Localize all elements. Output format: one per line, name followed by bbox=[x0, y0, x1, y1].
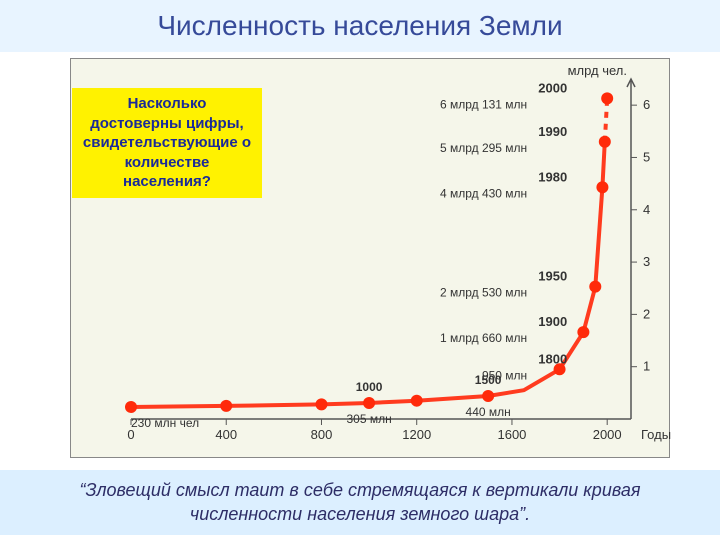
svg-text:1800: 1800 bbox=[538, 351, 567, 366]
svg-text:Годы: Годы bbox=[641, 427, 671, 442]
svg-text:1000: 1000 bbox=[356, 380, 383, 394]
svg-text:1990: 1990 bbox=[538, 124, 567, 139]
svg-text:6 млрд 131 млн: 6 млрд 131 млн bbox=[440, 97, 527, 111]
svg-text:1600: 1600 bbox=[497, 427, 526, 442]
svg-text:1: 1 bbox=[643, 359, 650, 374]
svg-text:2 млрд 530 млн: 2 млрд 530 млн bbox=[440, 286, 527, 300]
svg-text:2: 2 bbox=[643, 306, 650, 321]
svg-text:3: 3 bbox=[643, 254, 650, 269]
svg-text:4 млрд 430 млн: 4 млрд 430 млн bbox=[440, 186, 527, 200]
svg-text:6: 6 bbox=[643, 97, 650, 112]
svg-text:1200: 1200 bbox=[402, 427, 431, 442]
svg-text:5 млрд 295 млн: 5 млрд 295 млн bbox=[440, 141, 527, 155]
svg-text:5: 5 bbox=[643, 149, 650, 164]
page-title: Численность населения Земли bbox=[0, 0, 720, 52]
svg-text:2000: 2000 bbox=[538, 80, 567, 95]
svg-text:млрд чел.: млрд чел. bbox=[568, 63, 627, 78]
svg-text:950 млн: 950 млн bbox=[482, 368, 527, 382]
svg-text:1 млрд 660 млн: 1 млрд 660 млн bbox=[440, 331, 527, 345]
svg-text:1900: 1900 bbox=[538, 314, 567, 329]
svg-text:440 млн: 440 млн bbox=[466, 405, 511, 419]
svg-text:230 млн чел: 230 млн чел bbox=[131, 416, 199, 430]
svg-text:400: 400 bbox=[215, 427, 237, 442]
svg-text:1980: 1980 bbox=[538, 169, 567, 184]
callout-box: Насколько достоверны цифры, свидетельств… bbox=[72, 88, 262, 198]
svg-text:2000: 2000 bbox=[593, 427, 622, 442]
svg-text:800: 800 bbox=[311, 427, 333, 442]
svg-text:4: 4 bbox=[643, 202, 650, 217]
svg-text:305 млн: 305 млн bbox=[346, 412, 391, 426]
caption-bar: “Зловещий смысл таит в себе стремящаяся … bbox=[0, 470, 720, 535]
svg-text:1950: 1950 bbox=[538, 269, 567, 284]
